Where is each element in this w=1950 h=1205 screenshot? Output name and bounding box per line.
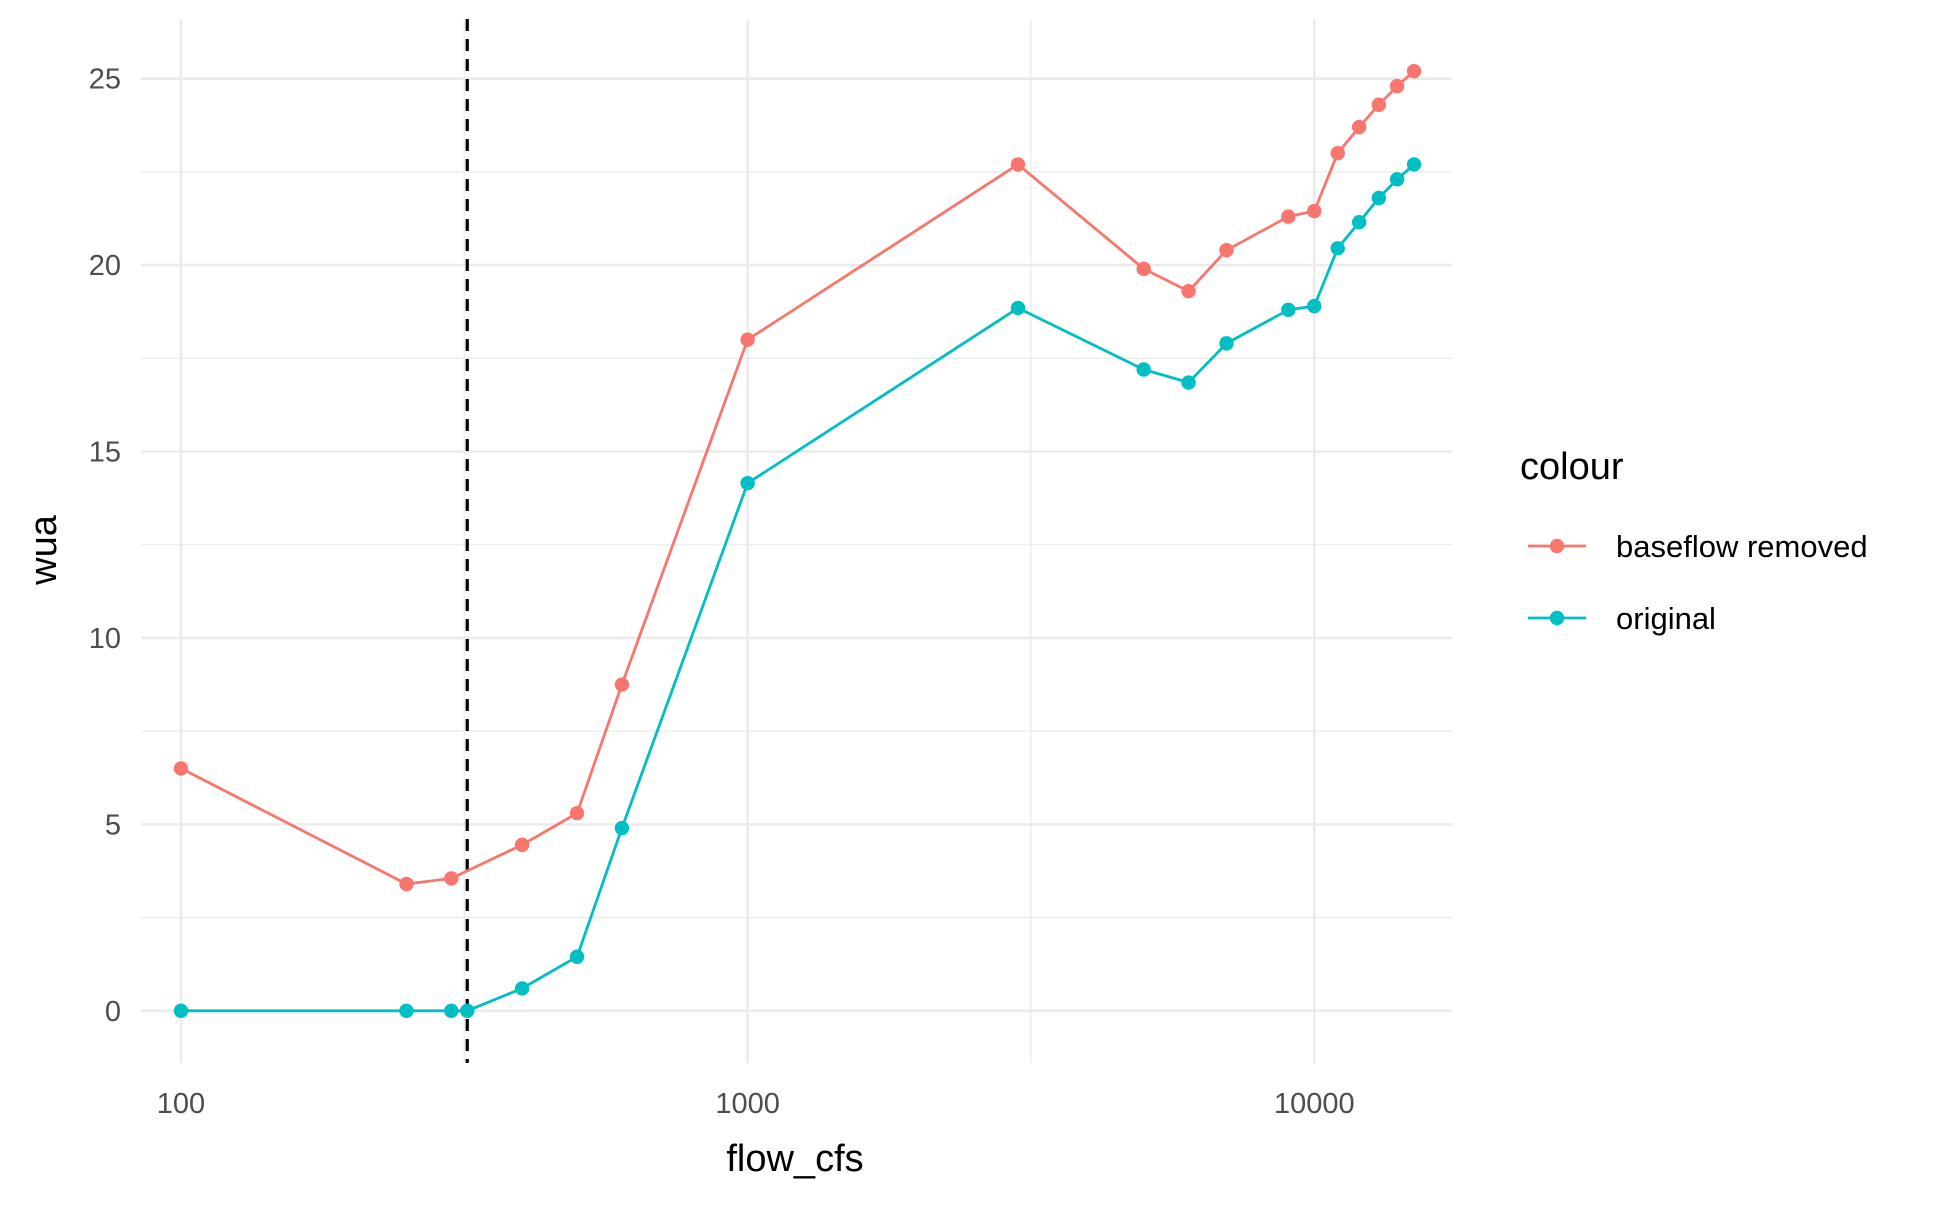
legend: colour baseflow removed original xyxy=(1520,446,1868,636)
data-point xyxy=(1219,242,1234,258)
data-point xyxy=(173,761,189,776)
data-point xyxy=(1330,241,1345,256)
data-point xyxy=(740,332,755,347)
data-point xyxy=(1371,190,1387,206)
legend-key-point xyxy=(1549,538,1565,554)
y-tick-label: 0 xyxy=(105,996,121,1028)
data-point xyxy=(1136,362,1151,377)
legend-key-point xyxy=(1549,610,1565,626)
data-point xyxy=(1371,97,1387,112)
y-tick-label: 25 xyxy=(89,64,121,96)
data-point xyxy=(1281,209,1296,224)
data-point xyxy=(444,871,459,886)
data-point xyxy=(1389,172,1405,187)
data-point xyxy=(1330,146,1345,161)
data-point xyxy=(1351,119,1367,135)
series-layer xyxy=(173,63,1422,1018)
x-tick-label: 100 xyxy=(157,1088,205,1120)
data-point xyxy=(569,949,585,964)
data-point xyxy=(514,981,530,996)
legend-title: colour xyxy=(1520,446,1624,488)
data-point xyxy=(740,476,755,491)
legend-label: original xyxy=(1616,601,1716,636)
legend-entries: baseflow removed original xyxy=(1528,529,1868,636)
y-tick-label: 20 xyxy=(89,250,121,282)
data-point xyxy=(569,805,585,821)
series-line xyxy=(180,70,1416,886)
y-axis-title: wua xyxy=(23,514,65,586)
x-tick-label: 1000 xyxy=(715,1088,780,1120)
data-point xyxy=(1406,157,1422,172)
data-point xyxy=(1136,261,1151,277)
y-tick-label: 5 xyxy=(105,809,121,841)
data-point xyxy=(444,1003,459,1018)
y-tick-label: 10 xyxy=(89,623,121,655)
y-tick-label: 15 xyxy=(89,437,121,469)
data-point xyxy=(1219,336,1234,351)
data-point xyxy=(399,1003,414,1018)
data-point xyxy=(614,820,630,836)
data-point xyxy=(1351,215,1367,230)
gridlines xyxy=(141,19,1452,1063)
x-tick-label: 10000 xyxy=(1274,1088,1355,1120)
data-point xyxy=(614,677,630,692)
data-point xyxy=(1010,300,1026,316)
data-point xyxy=(1307,203,1322,219)
y-tick-labels: 0 5 10 15 20 25 xyxy=(89,64,121,1028)
series-line xyxy=(181,163,1416,1013)
data-point xyxy=(1181,375,1196,390)
series-baseflow-removed xyxy=(173,63,1422,892)
legend-label: baseflow removed xyxy=(1616,529,1868,564)
data-point xyxy=(1281,302,1296,318)
data-point xyxy=(1010,157,1026,172)
legend-entry: original xyxy=(1528,601,1716,636)
data-point xyxy=(1406,63,1422,79)
x-axis-title: flow_cfs xyxy=(726,1138,863,1180)
data-point xyxy=(173,1003,189,1018)
data-point xyxy=(514,837,530,853)
legend-entry: baseflow removed xyxy=(1528,529,1868,564)
data-point xyxy=(1389,78,1405,94)
x-tick-labels: 100 1000 10000 xyxy=(157,1088,1355,1120)
data-point xyxy=(1307,298,1322,314)
data-point xyxy=(1181,283,1196,299)
data-point xyxy=(399,876,414,892)
series-original xyxy=(173,157,1422,1018)
data-point xyxy=(460,1003,475,1018)
